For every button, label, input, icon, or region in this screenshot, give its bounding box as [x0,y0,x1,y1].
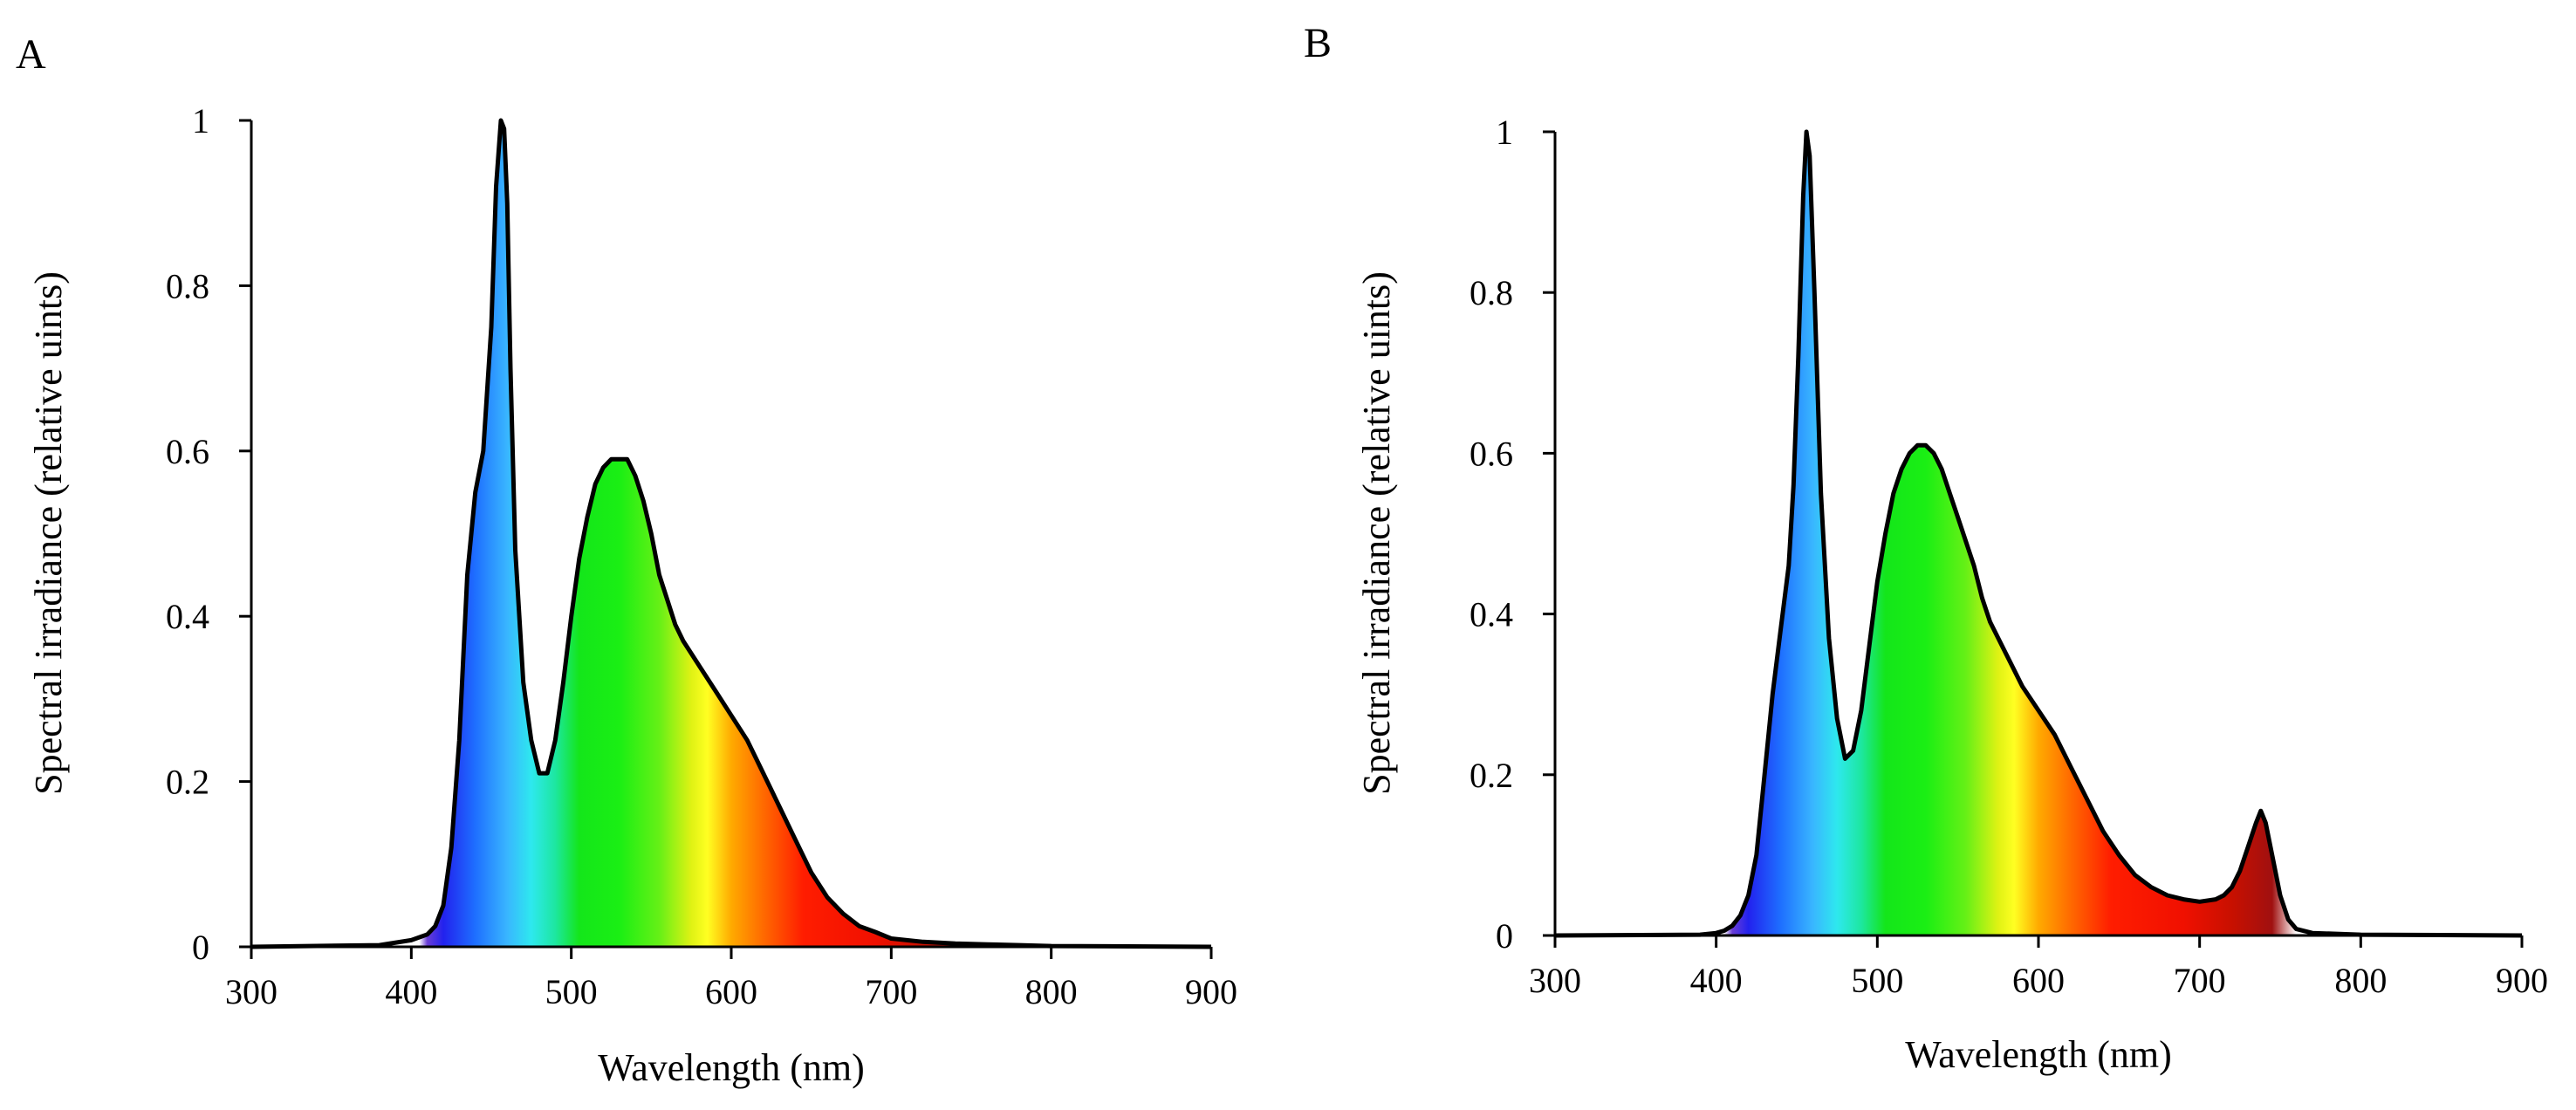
y-tick-label: 0 [1496,916,1513,956]
y-tick-label: 0.8 [166,266,209,305]
x-tick-label: 500 [545,972,598,1011]
x-tick-label: 400 [1690,961,1743,1000]
panel-b-letter: B [1304,20,1332,66]
panel-a-y-ticks: 0 0.2 0.4 0.6 0.8 1 [166,101,251,967]
y-tick-label: 1 [192,101,209,140]
panel-b-spectrum-fill [1555,132,2522,935]
x-tick-label: 600 [2012,961,2065,1000]
y-tick-label: 0 [192,928,209,967]
panel-a-spectrum-fill [251,120,1211,947]
x-tick-label: 700 [865,972,917,1011]
y-tick-label: 0.6 [166,432,209,471]
x-tick-label: 800 [1025,972,1078,1011]
panel-a-letter: A [16,31,46,78]
x-tick-label: 700 [2174,961,2226,1000]
y-tick-label: 0.2 [166,763,209,802]
x-tick-label: 800 [2334,961,2387,1000]
panel-a: A 0 0.2 0.4 0.6 0.8 1 300 400 500 600 700 800 900 W… [16,31,1237,1089]
y-tick-label: 1 [1496,113,1513,152]
panel-b: B 0 0.2 0.4 0.6 0.8 1 300 400 500 600 700 800 900 W… [1304,20,2548,1076]
x-tick-label: 900 [1185,972,1237,1011]
y-tick-label: 0.8 [1470,273,1513,312]
panel-b-spectrum-line [1554,129,2523,938]
panel-b-y-ticks: 0 0.2 0.4 0.6 0.8 1 [1470,113,1555,956]
x-tick-label: 900 [2496,961,2548,1000]
y-tick-label: 0.2 [1470,756,1513,795]
panel-a-x-axis-label: Wavelength (nm) [598,1046,865,1089]
y-tick-label: 0.4 [166,597,209,636]
panel-b-x-ticks: 300 400 500 600 700 800 900 [1529,935,2548,1000]
panel-a-y-axis-label: Spectral irradiance (relative uints) [27,271,70,795]
x-tick-label: 300 [1529,961,1581,1000]
y-tick-label: 0.4 [1470,595,1513,634]
panel-b-y-axis-label: Spectral irradiance (relative uints) [1355,271,1398,795]
x-tick-label: 500 [1851,961,1903,1000]
panel-a-spectrum-line [250,118,1212,949]
x-tick-label: 400 [385,972,437,1011]
x-tick-label: 600 [705,972,757,1011]
y-tick-label: 0.6 [1470,434,1513,473]
x-tick-label: 300 [225,972,277,1011]
panel-b-x-axis-label: Wavelength (nm) [1905,1033,2172,1076]
panel-a-x-ticks: 300 400 500 600 700 800 900 [225,947,1237,1011]
